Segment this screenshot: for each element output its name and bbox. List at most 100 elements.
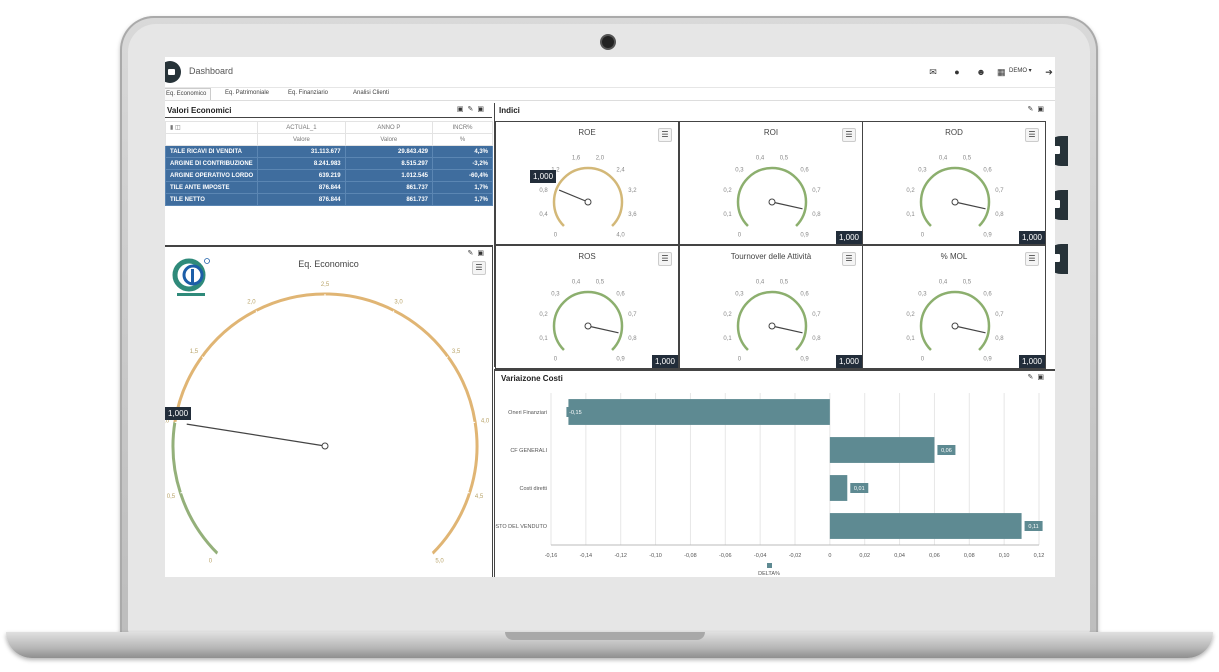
gauge-tick-label: 0,1 <box>906 336 915 342</box>
gauge-arc-high <box>173 292 479 555</box>
data-label-box <box>566 407 585 417</box>
sub-header: % <box>432 133 493 146</box>
gauge-tick-label: 0,3 <box>735 167 744 173</box>
table-row[interactable]: TILE ANTE IMPOSTE 876.844 861.737 1,7% <box>165 181 493 194</box>
row-value: 1.012.545 <box>344 169 434 182</box>
gauge-tick-label: 0,8 <box>995 212 1004 218</box>
gauge-cell: ROI ☰ 0 0,1 0,2 0,3 0,4 0,5 0,6 0,7 0,8 0,9 1,000 <box>679 121 863 245</box>
gauge-title: Tournover delle Attività <box>730 252 812 261</box>
gauge-tick-label: 1,0 <box>165 419 170 425</box>
chart-menu-button[interactable]: ☰ <box>842 252 856 266</box>
chart-menu-button[interactable]: ☰ <box>658 128 672 142</box>
data-label: 0,06 <box>941 448 952 454</box>
gauge-tick-label: 0,7 <box>995 188 1004 194</box>
bell-icon[interactable]: ● <box>954 67 960 77</box>
data-label: -0,15 <box>569 410 582 416</box>
gauge-tick-label: 2,5 <box>321 282 330 288</box>
edit-icon[interactable]: ✎ <box>467 250 478 257</box>
x-tick-label: -0,08 <box>684 553 697 559</box>
tab-eq-economico[interactable]: Eq. Economico <box>165 88 212 100</box>
row-value: 1,7% <box>432 181 493 194</box>
gauge-pivot <box>768 322 776 330</box>
gauge-tick-label: 0,7 <box>812 312 821 318</box>
gauge-tick-label: 0,7 <box>995 312 1004 318</box>
gauge-tick-label: 0,2 <box>906 188 915 194</box>
panel-actions: ✎▣ <box>468 249 489 257</box>
sub-header-empty <box>165 133 259 146</box>
table-row[interactable]: ARGINE DI CONTRIBUZIONE 8.241.983 8.515.… <box>165 157 493 170</box>
sub-header: Valore <box>344 133 434 146</box>
x-tick-label: -0,10 <box>649 553 662 559</box>
table-tool-icons[interactable]: ▮ ◫ <box>165 121 259 134</box>
gauge-tick-label: 0 <box>209 559 213 565</box>
user-menu[interactable]: DEMO ▾ <box>1009 68 1032 74</box>
bar[interactable] <box>829 475 848 501</box>
chart-menu-button[interactable]: ☰ <box>1025 128 1039 142</box>
gauge-pivot <box>321 442 329 450</box>
row-value: -60,4% <box>432 169 493 182</box>
gauge-arc-low <box>171 421 219 555</box>
table-row[interactable]: ARGINE OPERATIVO LORDO 639.219 1.012.545… <box>165 169 493 182</box>
gauge-tick-label: 0,8 <box>995 336 1004 342</box>
gauge-tick-label: 0,5 <box>780 156 789 162</box>
gauge-svg: 0 0,1 0,2 0,3 0,4 0,5 0,6 0,7 0,8 0,9 <box>906 156 1004 239</box>
gauge-pivot <box>951 322 959 330</box>
user-icon[interactable]: ☻ <box>976 67 986 77</box>
tab-analisi-clienti[interactable]: Analisi Clienti <box>353 90 390 96</box>
gauge-tick-label: 0,3 <box>551 291 560 297</box>
logout-icon[interactable]: ➔ <box>1045 67 1053 77</box>
panel-header: Variaizone Costi ✎▣ <box>495 371 1055 385</box>
bar[interactable] <box>829 437 935 463</box>
edit-icon[interactable]: ✎ <box>1027 374 1038 381</box>
gauge-tick <box>217 548 223 554</box>
chart-menu-button[interactable]: ☰ <box>472 261 486 275</box>
gauge-needle <box>771 325 803 334</box>
eq-economico-gauge: 0 0,5 1,0 1,5 2,0 2,5 3,0 3,5 4,0 4,5 5,0 <box>165 282 490 565</box>
row-label: TALE RICAVI DI VENDITA <box>165 145 259 158</box>
x-tick-label: 0,12 <box>1034 553 1045 559</box>
table-row[interactable]: TILE NETTO 876.844 861.737 1,7% <box>165 193 493 206</box>
gauge-cell: Tournover delle Attività ☰ 0 0,1 0,2 0,3 0,4 0,… <box>679 245 863 369</box>
gauge-arc <box>919 166 991 227</box>
main-menu-button[interactable] <box>165 61 181 83</box>
gauge-tick-label: 0,6 <box>983 167 992 173</box>
gauge-tick <box>442 356 449 361</box>
gauge-title: Eq. Economico <box>298 259 359 269</box>
delete-icon[interactable]: ▣ <box>477 106 488 113</box>
gauge-tick-label: 0,5 <box>167 494 176 500</box>
chart-menu-button[interactable]: ☰ <box>658 252 672 266</box>
tab-eq-finanziario[interactable]: Eq. Finanziario <box>288 90 329 96</box>
panel-title: Indici <box>499 106 520 115</box>
bar[interactable] <box>568 399 830 425</box>
row-label: TILE ANTE IMPOSTE <box>165 181 259 194</box>
gauge-tick-label: 3,0 <box>394 300 403 306</box>
category-label: Oneri Finanziari <box>508 410 547 416</box>
gauge-tick-label: 0,1 <box>723 212 732 218</box>
legend-swatch[interactable] <box>767 563 772 568</box>
data-label-box <box>1024 521 1043 531</box>
gauge-tick-label: 0,9 <box>616 357 625 363</box>
data-label: 0,01 <box>854 486 865 492</box>
row-value: 29.843.429 <box>344 145 434 158</box>
gauge-pivot <box>584 198 592 206</box>
delete-icon[interactable]: ▣ <box>1037 374 1048 381</box>
table-row[interactable]: TALE RICAVI DI VENDITA 31.113.677 29.843… <box>165 145 493 158</box>
bar[interactable] <box>829 513 1022 539</box>
tab-eq-patrimoniale[interactable]: Eq. Patrimoniale <box>225 90 270 96</box>
edit-icon[interactable]: ✎ <box>1027 106 1038 113</box>
mail-icon[interactable]: ✉ <box>929 67 937 77</box>
edit-icon[interactable]: ✎ <box>467 106 478 113</box>
gauge-tick-label: 0,9 <box>983 233 992 239</box>
row-value: 876.844 <box>257 193 346 206</box>
panel-header: Valori Economici ▣✎▣ <box>165 103 492 118</box>
gauge-tick-label: 2,0 <box>247 300 256 306</box>
gauge-cell: % MOL ☰ 0 0,1 0,2 0,3 0,4 0,5 0,6 0,7 0,8 0,9 1,000 <box>862 245 1046 369</box>
image-icon[interactable]: ▣ <box>456 106 468 113</box>
legend-label[interactable]: DELTA% <box>758 571 780 577</box>
delete-icon[interactable]: ▣ <box>1037 106 1048 113</box>
delete-icon[interactable]: ▣ <box>477 250 488 257</box>
chart-menu-button[interactable]: ☰ <box>1025 252 1039 266</box>
chart-menu-button[interactable]: ☰ <box>842 128 856 142</box>
gauge-title: ROD <box>945 128 963 137</box>
gauge-cell: ROE☰00,40,81,21,62,02,43,23,64,01,000 <box>495 121 679 245</box>
